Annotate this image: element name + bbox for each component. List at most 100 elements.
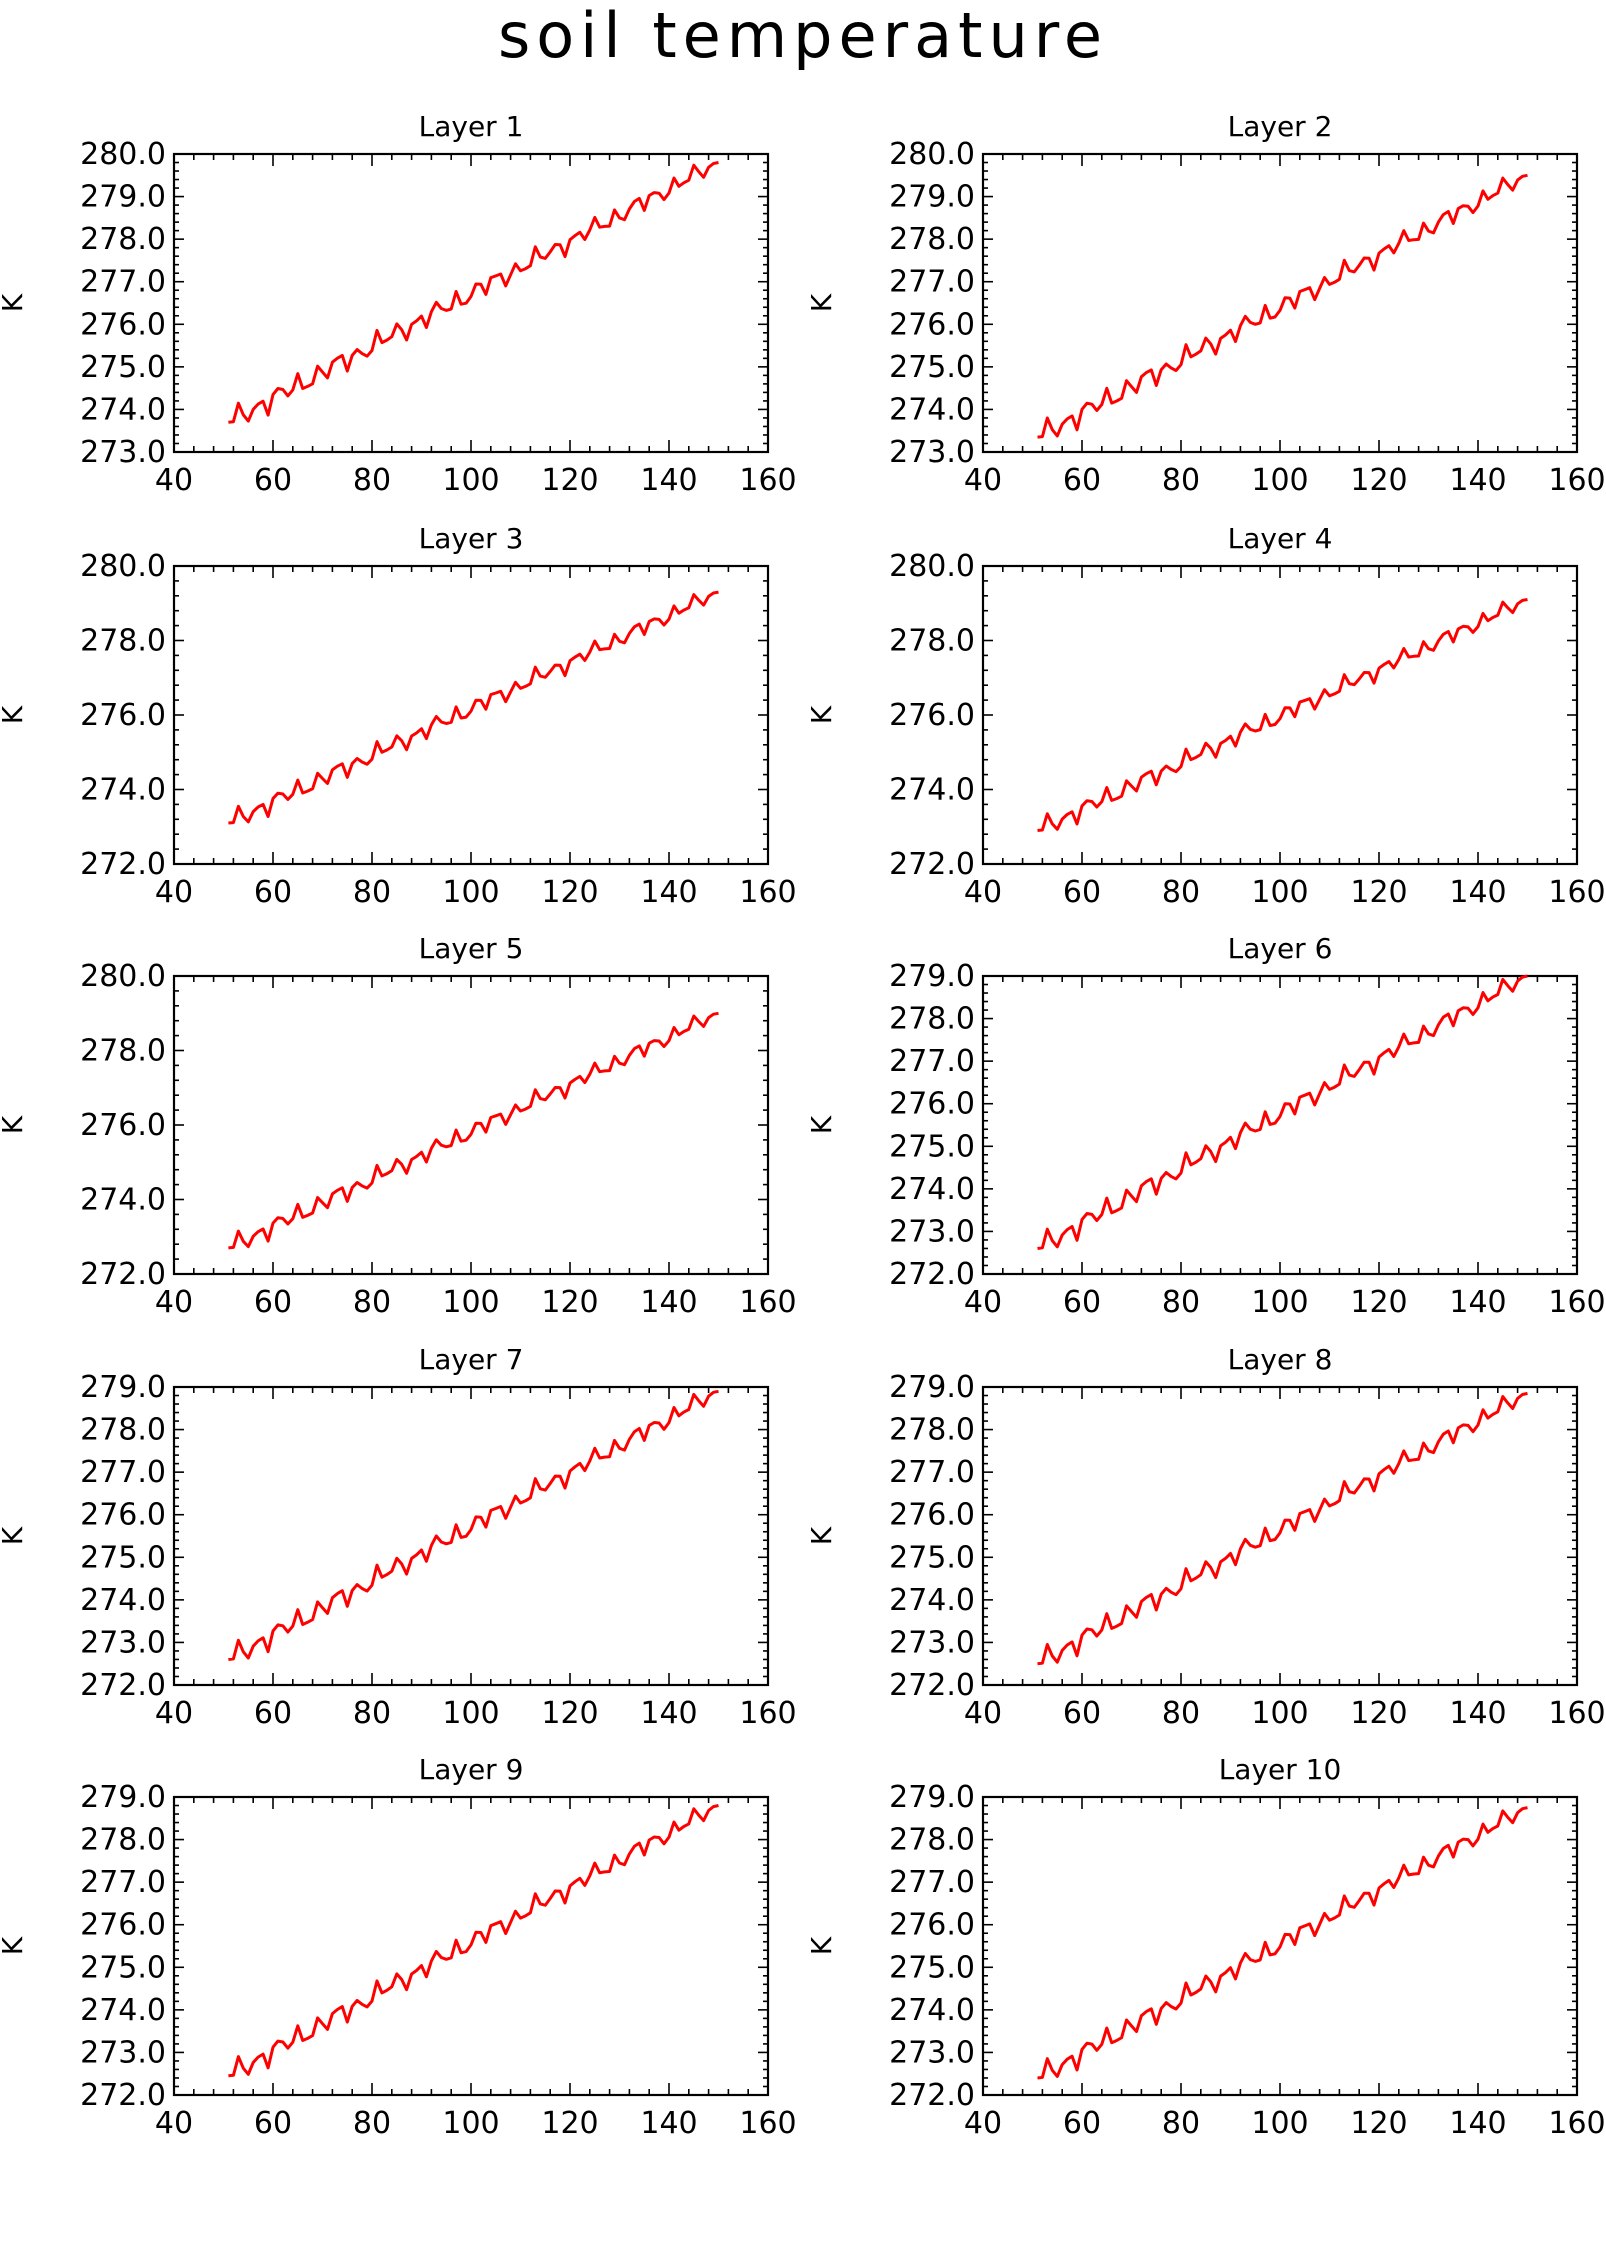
x-tick-label: 160 [1548, 463, 1605, 498]
panel-title: Layer 7 [419, 1343, 524, 1376]
y-tick-label: 280.0 [80, 959, 166, 994]
panel-title: Layer 6 [1228, 932, 1333, 965]
x-tick-label: 80 [1162, 2106, 1200, 2141]
y-tick-label: 272.0 [889, 847, 975, 882]
panel-title: Layer 10 [1219, 1753, 1342, 1786]
x-tick-label: 140 [1449, 2106, 1506, 2141]
x-tick-label: 60 [1063, 875, 1101, 910]
x-tick-label: 160 [739, 1696, 796, 1731]
chart-panel: Layer 10 272.0 273.0 274.0 275.0 276.0 277.0 27… [805, 1753, 1606, 2141]
x-tick-label: 120 [1350, 1285, 1407, 1320]
x-tick-label: 60 [254, 463, 292, 498]
y-axis-label: K [0, 1526, 29, 1545]
y-tick-label: 277.0 [80, 1455, 166, 1490]
y-tick-label: 276.0 [889, 698, 975, 733]
x-tick-label: 120 [1350, 1696, 1407, 1731]
y-tick-label: 277.0 [889, 1455, 975, 1490]
y-axis-label: K [805, 293, 838, 312]
figure-title: soil temperature [497, 0, 1109, 72]
y-tick-label: 279.0 [889, 1780, 975, 1815]
x-tick-label: 120 [541, 875, 598, 910]
y-tick-label: 275.0 [889, 350, 975, 385]
x-tick-label: 140 [1449, 463, 1506, 498]
y-tick-label: 272.0 [889, 1257, 975, 1292]
y-tick-label: 274.0 [889, 1993, 975, 2028]
y-tick-label: 274.0 [80, 1183, 166, 1218]
x-tick-label: 40 [964, 1285, 1002, 1320]
y-axis-label: K [0, 1936, 29, 1955]
plot-frame [981, 1385, 1579, 1687]
x-tick-label: 100 [1251, 1696, 1308, 1731]
x-tick-label: 40 [155, 875, 193, 910]
y-tick-label: 276.0 [80, 698, 166, 733]
x-tick-label: 40 [155, 1696, 193, 1731]
series-line [1037, 1391, 1528, 1666]
y-tick-label: 272.0 [889, 2078, 975, 2113]
x-tick-label: 160 [739, 2106, 796, 2141]
y-tick-label: 278.0 [80, 1413, 166, 1448]
y-axis-label: K [805, 705, 838, 724]
y-tick-label: 279.0 [80, 1780, 166, 1815]
x-tick-label: 40 [155, 463, 193, 498]
y-tick-label: 273.0 [80, 435, 166, 470]
y-axis-label: K [805, 1115, 838, 1134]
x-tick-label: 100 [442, 463, 499, 498]
x-tick-label: 80 [353, 875, 391, 910]
x-tick-label: 60 [254, 1285, 292, 1320]
x-tick-label: 100 [1251, 463, 1308, 498]
y-tick-label: 278.0 [889, 222, 975, 257]
panel-title: Layer 4 [1228, 522, 1333, 555]
y-axis-label: K [805, 1526, 838, 1545]
y-tick-label: 276.0 [889, 1498, 975, 1533]
y-tick-label: 273.0 [889, 1625, 975, 1660]
y-tick-label: 275.0 [80, 1540, 166, 1575]
x-tick-label: 120 [1350, 2106, 1407, 2141]
panel-title: Layer 3 [419, 522, 524, 555]
x-tick-label: 160 [1548, 1696, 1605, 1731]
x-tick-label: 160 [1548, 875, 1605, 910]
x-tick-label: 100 [442, 1696, 499, 1731]
y-tick-label: 278.0 [80, 624, 166, 659]
y-tick-label: 278.0 [80, 1034, 166, 1069]
y-tick-label: 276.0 [80, 1908, 166, 1943]
x-tick-label: 100 [1251, 2106, 1308, 2141]
y-tick-label: 275.0 [889, 1950, 975, 1985]
x-tick-label: 80 [1162, 1696, 1200, 1731]
y-tick-label: 274.0 [889, 1583, 975, 1618]
y-tick-label: 272.0 [80, 1668, 166, 1703]
y-tick-label: 277.0 [889, 1044, 975, 1079]
x-tick-label: 140 [640, 875, 697, 910]
y-tick-label: 278.0 [80, 1823, 166, 1858]
y-axis-label: K [0, 705, 29, 724]
series-line [228, 1389, 719, 1661]
x-tick-label: 100 [1251, 875, 1308, 910]
panel-title: Layer 2 [1228, 110, 1333, 143]
y-tick-label: 276.0 [889, 307, 975, 342]
x-tick-label: 80 [353, 1285, 391, 1320]
y-tick-label: 279.0 [889, 180, 975, 215]
y-axis-label: K [0, 293, 29, 312]
chart-panel: Layer 9 272.0 273.0 274.0 275.0 276.0 277.0 278… [0, 1753, 797, 2141]
y-tick-label: 275.0 [889, 1540, 975, 1575]
x-tick-label: 60 [1063, 1696, 1101, 1731]
x-tick-label: 120 [541, 1285, 598, 1320]
x-tick-label: 160 [739, 463, 796, 498]
y-tick-label: 280.0 [889, 549, 975, 584]
x-tick-label: 120 [541, 1696, 598, 1731]
x-tick-label: 80 [1162, 1285, 1200, 1320]
y-tick-label: 277.0 [889, 265, 975, 300]
x-tick-label: 60 [254, 2106, 292, 2141]
series-line [1037, 598, 1528, 832]
plot-frame [981, 564, 1579, 866]
y-tick-label: 279.0 [889, 1370, 975, 1405]
y-tick-label: 278.0 [889, 1823, 975, 1858]
series-line [1037, 173, 1528, 439]
y-tick-label: 272.0 [889, 1668, 975, 1703]
y-tick-label: 276.0 [889, 1087, 975, 1122]
y-tick-label: 273.0 [80, 2035, 166, 2070]
x-tick-label: 40 [155, 1285, 193, 1320]
y-tick-label: 275.0 [80, 350, 166, 385]
x-tick-label: 80 [1162, 463, 1200, 498]
y-axis-label: K [0, 1115, 29, 1134]
y-tick-label: 273.0 [889, 435, 975, 470]
